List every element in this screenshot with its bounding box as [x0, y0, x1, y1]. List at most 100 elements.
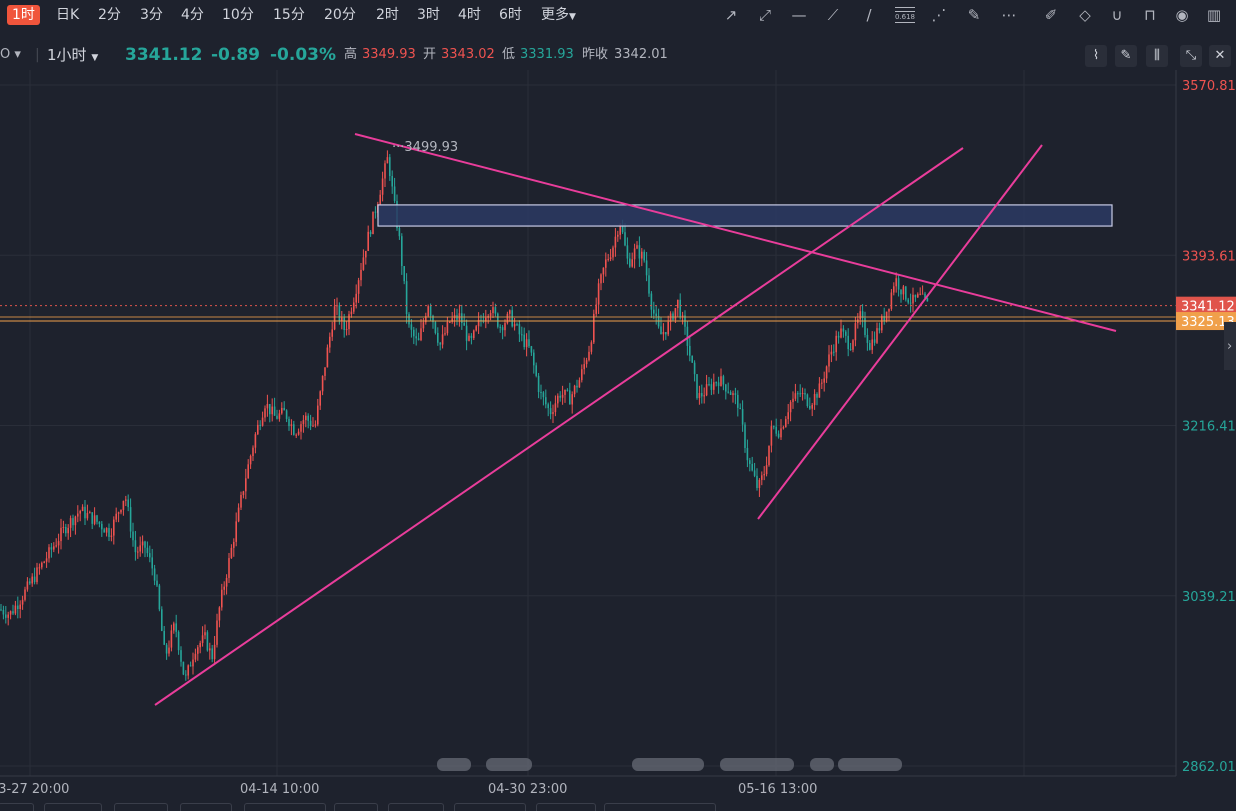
candle-body: [535, 365, 537, 376]
candle-body: [924, 293, 926, 299]
candle-body: [84, 506, 86, 519]
candle-body: [888, 308, 890, 312]
peak-annotation-label: ···3499.93: [392, 140, 458, 155]
note-icon[interactable]: ✐: [1044, 6, 1058, 24]
magnet-icon[interactable]: ∪: [1111, 6, 1123, 24]
bottom-tab[interactable]: [44, 803, 102, 811]
descending-trend-line: [354, 133, 1117, 332]
candle-body: [746, 447, 749, 461]
bottom-tab[interactable]: [536, 803, 596, 811]
candle-body: [441, 334, 444, 345]
bottom-tab[interactable]: [454, 803, 526, 811]
indicator-icon[interactable]: ⌇: [1085, 45, 1107, 67]
bottom-tab[interactable]: [388, 803, 444, 811]
timeframe-2m[interactable]: 2分: [98, 7, 121, 23]
candle-body: [513, 324, 516, 327]
bottom-tab[interactable]: [180, 803, 232, 811]
candle-body: [866, 334, 869, 343]
timeframe-more[interactable]: 更多▼: [541, 5, 576, 25]
indicator-pill: [838, 758, 902, 771]
timeframe-1h[interactable]: 1时: [7, 5, 40, 25]
candle-body: [825, 366, 828, 379]
candle-body: [290, 424, 293, 427]
candle-body: [204, 632, 206, 636]
candle-body: [451, 318, 453, 322]
eraser-icon[interactable]: ◇: [1079, 6, 1091, 24]
candle-body: [516, 324, 518, 326]
candle-body: [583, 364, 585, 370]
candle-body: [14, 605, 17, 614]
trash-icon[interactable]: ▥: [1206, 6, 1222, 24]
bottom-tab[interactable]: [604, 803, 716, 811]
indicator-pill: [720, 758, 794, 771]
candle-body: [89, 512, 91, 514]
candle-body: [564, 389, 566, 395]
open-label: 开: [423, 47, 437, 62]
candle-body: [26, 581, 29, 590]
candle-body: [542, 392, 545, 398]
candle-body: [271, 406, 273, 415]
horizontal-line-icon[interactable]: —: [791, 6, 807, 24]
candle-body: [50, 547, 53, 550]
current-price-tag: [1176, 296, 1236, 315]
trend-line-icon[interactable]: /: [866, 6, 872, 24]
bottom-tab[interactable]: [114, 803, 168, 811]
candle-body: [439, 342, 441, 345]
expand-icon[interactable]: ⤡: [1180, 45, 1202, 67]
more-dots-icon[interactable]: ⋯: [1001, 6, 1017, 24]
candle-body: [533, 352, 535, 366]
timeframe-4h[interactable]: 4时: [458, 7, 481, 23]
candle-body: [211, 648, 213, 660]
candle-body: [765, 465, 768, 475]
polyline-icon[interactable]: ⟋: [827, 6, 839, 24]
candle-body: [245, 478, 247, 492]
candle-body: [381, 178, 384, 195]
timeframe-10m[interactable]: 10分: [222, 7, 254, 23]
candle-body: [600, 274, 602, 284]
ray-icon[interactable]: ⤢: [758, 6, 771, 24]
timeframe-4m[interactable]: 4分: [181, 7, 204, 23]
candle-body: [163, 630, 165, 645]
fan-icon[interactable]: ⋰: [931, 6, 947, 24]
fibonacci-icon[interactable]: 0.618: [893, 4, 917, 26]
bottom-tab[interactable]: [334, 803, 378, 811]
timeframe-2h[interactable]: 2时: [376, 7, 399, 23]
lock-icon[interactable]: ⊓: [1144, 6, 1156, 24]
candle-body: [660, 326, 662, 335]
indicator-pill: [632, 758, 704, 771]
arrow-icon[interactable]: ↗: [724, 6, 738, 24]
candle-body: [149, 553, 151, 558]
candle-body: [134, 540, 137, 553]
pen-icon[interactable]: ✎: [967, 6, 981, 24]
candle-body: [31, 576, 33, 584]
candle-body: [773, 426, 775, 428]
candle-body: [242, 491, 245, 495]
candle-body: [849, 349, 852, 351]
eye-icon[interactable]: ◉: [1175, 6, 1189, 24]
bottom-tab[interactable]: [0, 803, 34, 811]
candle-body: [379, 194, 381, 205]
candle-body: [96, 515, 98, 522]
candle-body: [413, 329, 415, 337]
candle-body: [45, 558, 48, 562]
timeframe-6h[interactable]: 6时: [499, 7, 522, 23]
timeframe-3m[interactable]: 3分: [140, 7, 163, 23]
candle-body: [69, 518, 72, 528]
candle-style-icon[interactable]: ⫼: [1146, 45, 1168, 67]
timeframe-3h[interactable]: 3时: [417, 7, 440, 23]
timeframe-daily[interactable]: 日K: [56, 7, 80, 23]
draw-icon[interactable]: ✎: [1115, 45, 1137, 67]
candle-body: [530, 346, 533, 353]
timeframe-15m[interactable]: 15分: [273, 7, 305, 23]
interval-select[interactable]: 1小时 ▼: [47, 42, 98, 71]
close-icon[interactable]: ✕: [1209, 45, 1231, 67]
candle-body: [463, 322, 465, 326]
bottom-tab[interactable]: [244, 803, 326, 811]
timeframe-20m[interactable]: 20分: [324, 7, 356, 23]
candle-body: [504, 323, 506, 331]
side-panel-handle: [1224, 322, 1236, 370]
candle-body: [461, 313, 463, 323]
candle-body: [175, 623, 177, 632]
candle-body: [168, 647, 170, 654]
